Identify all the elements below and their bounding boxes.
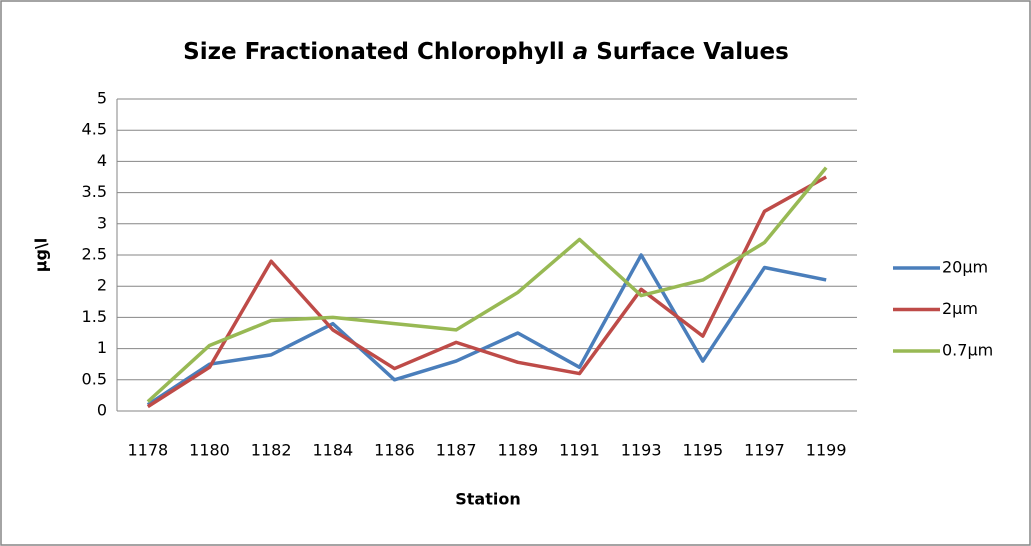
x-tick-label: 1199 [806, 441, 847, 460]
title-part: a [573, 39, 589, 65]
title-part: Surface Values [596, 39, 789, 65]
data-line [146, 253, 827, 407]
y-tick-label: 1.5 [82, 307, 107, 326]
y-axis-label: µg\l [32, 238, 51, 273]
y-tick-label: 2.5 [82, 245, 107, 264]
x-tick-label: 1195 [682, 441, 723, 460]
x-tick-label: 1182 [251, 441, 292, 460]
y-tick-label: 4.5 [82, 120, 107, 139]
y-tick-label: 3.5 [82, 182, 107, 201]
y-tick-label: 2 [97, 276, 107, 295]
x-tick-label: 1193 [621, 441, 662, 460]
y-tick-label: 4 [97, 151, 107, 170]
y-tick-label: 0 [97, 401, 107, 420]
data-line [146, 175, 828, 409]
x-tick-label: 1197 [744, 441, 785, 460]
x-tick-label: 1184 [312, 441, 353, 460]
y-tick-label: 5 [97, 89, 107, 108]
legend-label: 0.7µm [942, 341, 993, 360]
legend-label: 2µm [942, 299, 978, 318]
x-axis-label: Station [455, 490, 520, 509]
chart-title: Size Fractionated Chlorophyll a Surface … [183, 39, 789, 65]
title-part: Size Fractionated Chlorophyll [183, 39, 565, 65]
y-tick-label: 1 [97, 338, 107, 357]
x-tick-label: 1186 [374, 441, 415, 460]
x-tick-label: 1191 [559, 441, 600, 460]
x-tick-label: 1187 [436, 441, 477, 460]
y-tick-label: 3 [97, 213, 107, 232]
x-tick-label: 1180 [189, 441, 230, 460]
x-tick-label: 1189 [497, 441, 538, 460]
data-line [146, 166, 828, 403]
legend-label: 20µm [942, 258, 988, 277]
y-tick-label: 0.5 [82, 369, 107, 388]
x-tick-label: 1178 [127, 441, 168, 460]
